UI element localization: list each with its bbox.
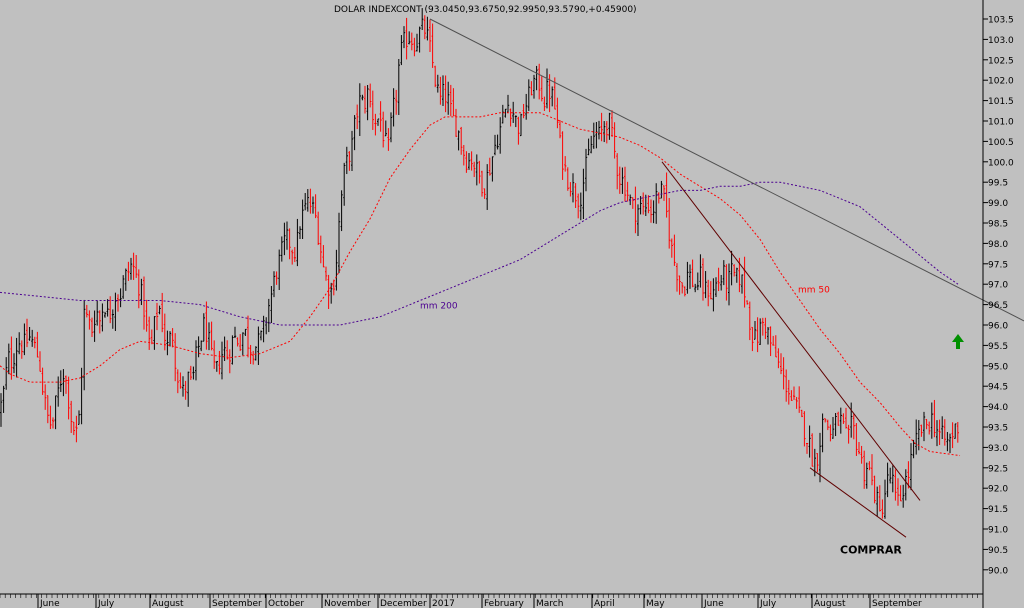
x-month-label: 2017 (432, 599, 455, 608)
x-month-label: July (97, 599, 115, 608)
y-tick-label: 97.0 (988, 281, 1008, 291)
up-arrow-icon (952, 334, 964, 349)
trendline-resistance (429, 18, 1024, 322)
y-tick-label: 90.0 (988, 566, 1008, 576)
y-tick-label: 91.5 (988, 505, 1008, 515)
y-tick-label: 93.5 (988, 424, 1008, 434)
y-tick-label: 97.5 (988, 260, 1008, 270)
y-tick-label: 92.0 (988, 485, 1008, 495)
ma50-label: mm 50 (798, 285, 830, 295)
y-tick-label: 92.5 (988, 464, 1008, 474)
y-tick-label: 103.5 (988, 16, 1014, 26)
y-tick-label: 101.5 (988, 97, 1014, 107)
y-tick-label: 99.5 (988, 179, 1008, 189)
y-tick-label: 96.0 (988, 322, 1008, 332)
y-tick-label: 98.5 (988, 220, 1008, 230)
x-month-label: June (39, 599, 60, 608)
y-tick-label: 95.5 (988, 342, 1008, 352)
y-tick-label: 102.0 (988, 77, 1014, 87)
x-month-label: April (594, 599, 615, 608)
candles-group (0, 8, 959, 519)
y-tick-label: 94.5 (988, 383, 1008, 393)
ma50-line (0, 112, 961, 457)
x-month-label: August (152, 599, 184, 608)
y-tick-label: 91.0 (988, 526, 1008, 536)
y-tick-label: 100.5 (988, 138, 1014, 148)
y-tick-label: 98.0 (988, 240, 1008, 250)
y-tick-label: 95.0 (988, 362, 1008, 372)
x-month-label: February (484, 599, 525, 608)
x-month-label: October (268, 599, 304, 608)
x-axis-ticks: June July August September October November De… (0, 594, 984, 608)
y-tick-label: 93.0 (988, 444, 1008, 454)
trendline-channel-upper (661, 161, 921, 501)
ma200-label: mm 200 (420, 302, 458, 312)
x-month-label: June (703, 599, 724, 608)
x-month-label: August (814, 599, 846, 608)
y-tick-label: 103.0 (988, 36, 1014, 46)
y-axis-ticks: 103.5 103.0 102.5 102.0 101.5 101.0 100.5 100.0… (983, 16, 1014, 576)
y-tick-label: 101.0 (988, 118, 1014, 128)
buy-label: COMPRAR (840, 543, 902, 556)
x-month-label: March (536, 599, 563, 608)
trendline-channel-lower (809, 467, 907, 538)
y-tick-label: 99.0 (988, 199, 1008, 209)
y-tick-label: 102.5 (988, 56, 1014, 66)
ma200-line (0, 181, 959, 326)
y-tick-label: 94.0 (988, 403, 1008, 413)
y-tick-label: 90.5 (988, 546, 1008, 556)
x-month-label: May (646, 599, 665, 608)
trendlines-group (429, 18, 1024, 538)
indicator-lines (0, 112, 961, 457)
x-month-label: July (759, 599, 777, 608)
x-month-label: September (212, 599, 262, 608)
x-month-label: September (872, 599, 922, 608)
x-month-label: December (380, 599, 427, 608)
y-tick-label: 100.0 (988, 158, 1014, 168)
chart-title: DOLAR INDEXCONT (93.0450,93.6750,92.9950… (334, 5, 637, 15)
x-month-label: November (324, 599, 371, 608)
y-tick-label: 96.5 (988, 301, 1008, 311)
